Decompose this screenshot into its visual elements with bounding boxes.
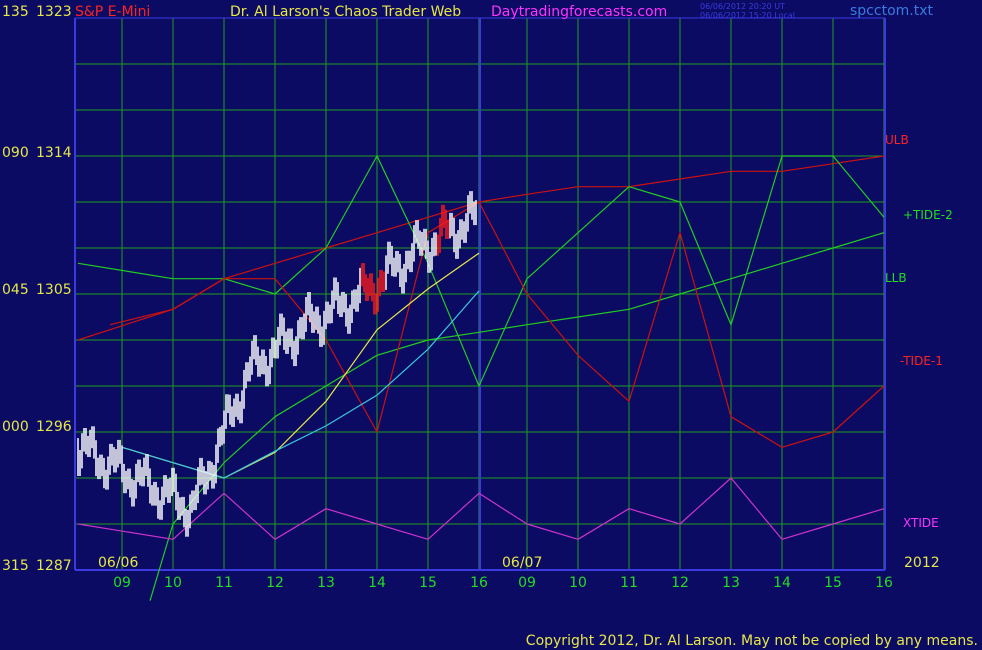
x-tick-label-10: 11 (620, 575, 638, 591)
timestamp-ut: 06/06/2012 20:20 UT (700, 2, 785, 11)
timestamp-local: 06/06/2012 15:20 Local (700, 11, 795, 20)
label-llb: LLB (885, 271, 907, 285)
series-line--tide-1 (77, 201, 885, 448)
x-tick-label-14: 15 (824, 575, 842, 591)
symbol-title: S&P E-Mini (75, 4, 150, 20)
y-label-000: 000 (2, 419, 29, 435)
x-tick-label-8: 09 (518, 575, 536, 591)
x-tick-label-15: 16 (875, 575, 893, 591)
chart-title: Dr. Al Larson's Chaos Trader Web (230, 4, 461, 20)
x-tick-label-0: 09 (113, 575, 131, 591)
year-label: 2012 (904, 555, 940, 571)
x-tick-label-1: 10 (164, 575, 182, 591)
y-label-315: 315 (2, 558, 29, 574)
y-label-135: 135 (2, 4, 29, 20)
date-label-1: 06/06 (98, 555, 138, 571)
chart-series (77, 155, 885, 601)
series-line-xtide (77, 477, 885, 540)
y-label-045: 045 (2, 282, 29, 298)
x-tick-label-12: 13 (722, 575, 740, 591)
x-tick-labels: 09 10 11 12 13 14 15 16 09 10 11 12 13 14 15 16 (113, 575, 893, 591)
site-name: Daytradingforecasts.com (491, 4, 667, 20)
label-tide2: +TIDE-2 (903, 208, 953, 222)
series-line-llb (149, 232, 885, 601)
label-ulb: ULB (885, 133, 909, 147)
x-tick-label-13: 14 (773, 575, 791, 591)
x-tick-label-3: 12 (266, 575, 284, 591)
price-bars (77, 191, 477, 537)
copyright: Copyright 2012, Dr. Al Larson. May not b… (526, 633, 978, 649)
x-tick-label-4: 13 (317, 575, 335, 591)
series-line--tide-2 (77, 155, 885, 387)
y-label-090: 090 (2, 145, 29, 161)
x-tick-label-11: 12 (671, 575, 689, 591)
label-xtide: XTIDE (903, 516, 939, 530)
x-tick-label-5: 14 (368, 575, 386, 591)
x-tick-label-7: 16 (470, 575, 488, 591)
y-label-1287: 1287 (36, 558, 72, 574)
series-line-ulb (109, 155, 885, 326)
moving-average-cyan (121, 290, 480, 479)
x-tick-label-2: 11 (215, 575, 233, 591)
x-tick-label-9: 10 (569, 575, 587, 591)
date-label-2: 06/07 (502, 555, 542, 571)
label-tide1: -TIDE-1 (900, 354, 943, 368)
y-label-1314: 1314 (36, 145, 72, 161)
file-name: spcctom.txt (850, 3, 933, 19)
y-label-1305: 1305 (36, 282, 72, 298)
y-label-1323: 1323 (36, 4, 72, 20)
y-label-1296: 1296 (36, 419, 72, 435)
x-tick-label-6: 15 (419, 575, 437, 591)
